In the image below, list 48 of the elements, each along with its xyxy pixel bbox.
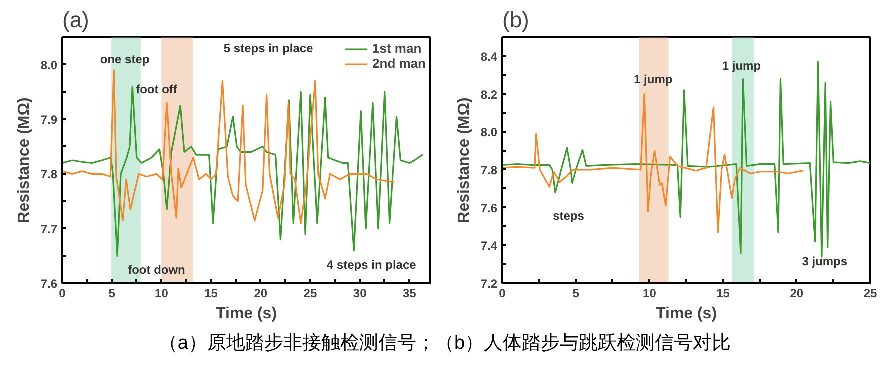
x-tick-label: 25	[304, 286, 318, 300]
x-tick-label: 30	[353, 286, 368, 300]
y-tick-label: 8.2	[480, 88, 498, 102]
annotation: 5 steps in place	[224, 42, 314, 56]
line-series	[502, 93, 804, 234]
x-tick-label: 35	[402, 286, 417, 300]
x-tick-label: 25	[864, 286, 878, 300]
annotation: 4 steps in place	[326, 258, 417, 272]
y-tick-label: 8.0	[480, 126, 498, 140]
line-series	[502, 61, 870, 258]
x-tick-label: 0	[499, 286, 506, 300]
y-tick-label: 7.6	[480, 201, 498, 216]
annotation: 1 jump	[634, 72, 673, 86]
x-tick-label: 10	[155, 286, 169, 300]
annotation: foot off	[136, 82, 178, 96]
y-tick-label: 7.4	[480, 239, 498, 254]
x-tick-label: 5	[108, 286, 116, 300]
annotation: 1 jump	[722, 58, 762, 73]
annotation: 3 jumps	[802, 254, 848, 268]
legend-label: 1st man	[372, 41, 422, 56]
x-axis-title: Time (s)	[216, 306, 278, 322]
line-series	[62, 86, 424, 257]
annotation: foot down	[128, 262, 186, 277]
y-tick-label: 7.7	[40, 222, 58, 236]
y-axis-title: Resistance (MΩ)	[16, 98, 33, 224]
y-tick-label: 7.8	[480, 163, 498, 178]
text: （a）原地踏步非接触检测信号；（b）人体踏步与跳跃检测信号对比	[158, 332, 732, 356]
x-tick-label: 20	[254, 286, 268, 300]
legend-label: 2nd man	[372, 56, 426, 71]
line-series	[62, 70, 395, 224]
x-axis-title: Time (s)	[656, 306, 718, 322]
y-axis-title: Resistance (MΩ)	[456, 98, 473, 224]
chart-title: (b)	[502, 8, 530, 32]
annotation: one step	[100, 52, 150, 67]
y-tick-label: 7.6	[40, 277, 58, 291]
x-tick-label: 10	[643, 286, 657, 300]
x-tick-label: 20	[790, 286, 804, 300]
chart-title: (a)	[62, 8, 90, 32]
y-tick-label: 7.8	[40, 168, 58, 182]
y-tick-label: 7.9	[40, 113, 58, 127]
x-tick-label: 15	[716, 286, 730, 300]
y-tick-label: 7.2	[480, 277, 498, 291]
y-tick-label: 8.4	[480, 50, 498, 64]
x-tick-label: 15	[204, 286, 218, 300]
x-tick-label: 5	[572, 286, 580, 300]
y-tick-label: 8.0	[40, 58, 58, 72]
x-tick-label: 0	[59, 286, 66, 300]
annotation: steps	[553, 208, 585, 223]
